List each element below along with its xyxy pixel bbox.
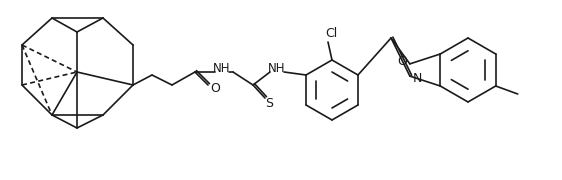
Text: S: S [265,96,273,109]
Text: O: O [397,55,407,68]
Text: NH: NH [213,62,231,75]
Text: N: N [413,72,423,85]
Text: Cl: Cl [325,26,337,39]
Text: O: O [210,82,220,94]
Text: NH: NH [268,62,285,75]
